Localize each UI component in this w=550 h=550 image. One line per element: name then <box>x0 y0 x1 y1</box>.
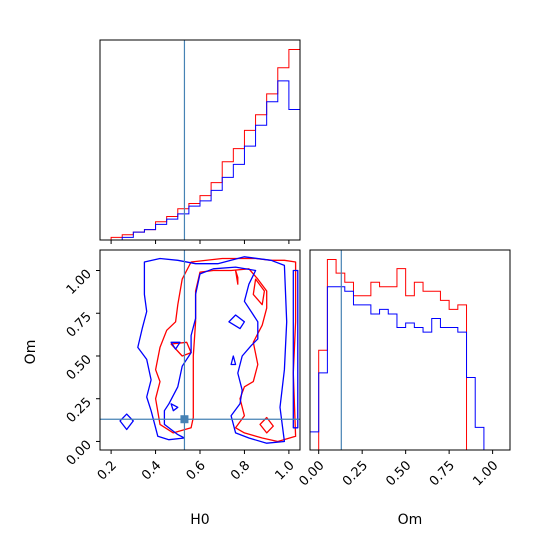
contour-blue-5 <box>230 355 237 366</box>
contour-red-1 <box>170 341 192 357</box>
contour-frame <box>99 249 301 451</box>
h0-x-tick-label-4: 1.0 <box>272 458 297 483</box>
h0-x-tick-label-0: 0.2 <box>95 458 120 483</box>
contour-lines-group <box>100 250 300 450</box>
om-y-tick-label-2: 0.50 <box>64 352 95 383</box>
contour-blue-4 <box>228 314 246 330</box>
contour-red-2 <box>234 269 239 285</box>
om-x-tick-label-1: 0.25 <box>340 458 371 489</box>
contour-red-3 <box>252 278 266 306</box>
h0-x-tick-label-1: 0.4 <box>139 458 164 483</box>
om-hist-frame <box>309 249 511 451</box>
h0-hist-blue-series <box>100 80 301 241</box>
om-y-tick-label-0: 0.00 <box>64 438 95 469</box>
contour-blue-1 <box>119 413 134 431</box>
om-x-tick-label-2: 0.50 <box>383 458 414 489</box>
om-x-tick-label-0: 0.00 <box>296 458 327 489</box>
om-x-tick-label-3: 0.75 <box>427 458 458 489</box>
contour-blue-6 <box>292 269 299 429</box>
x-axis-label-h0: H0 <box>190 512 209 528</box>
contour-blue-2 <box>170 403 179 412</box>
om-y-tick-label-1: 0.25 <box>64 395 95 426</box>
h0-histogram-panel <box>99 39 301 244</box>
h0-hist-red-series <box>100 49 301 241</box>
om-histogram-panel: 0.00 0.25 0.50 0.75 1.00 <box>296 249 511 489</box>
truth-marker <box>180 415 189 424</box>
contour-blue-0 <box>137 256 288 444</box>
x-axis-label-om: Om <box>398 512 423 528</box>
h0-hist-frame <box>99 39 301 241</box>
y-axis-label-om: Om <box>23 340 39 365</box>
h0-om-contour-panel: 0.2 0.4 0.6 0.8 1.0 0.00 0.25 0.50 0.75 1.00 <box>64 249 301 483</box>
om-hist-red-series <box>310 259 510 451</box>
om-y-tick-label-4: 1.00 <box>64 267 95 298</box>
om-y-tick-label-3: 0.75 <box>64 309 95 340</box>
om-hist-blue-series <box>309 286 510 451</box>
h0-x-tick-label-2: 0.6 <box>184 458 209 483</box>
om-x-tick-label-4: 1.00 <box>470 458 501 489</box>
contour-blue-3 <box>170 341 181 350</box>
h0-x-tick-label-3: 0.8 <box>228 458 253 483</box>
